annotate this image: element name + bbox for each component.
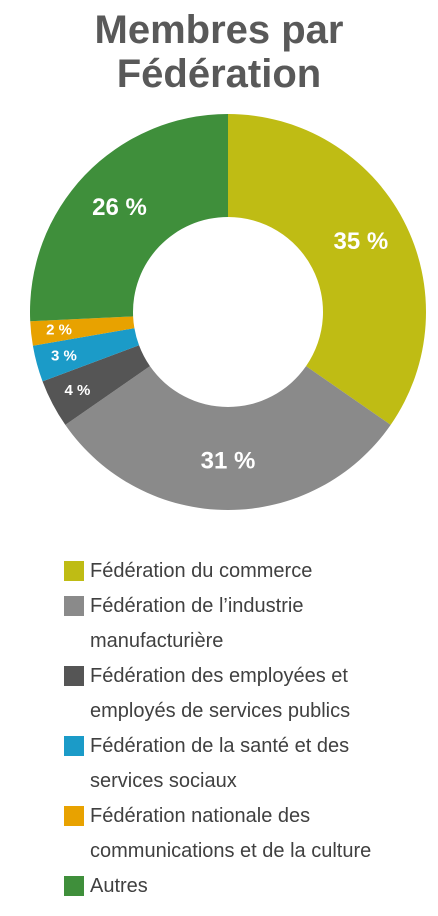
- chart: 35 % 31 % 4 % 3 % 2 % 26 %: [30, 114, 426, 511]
- slice: [32, 328, 140, 382]
- legend-swatch: [64, 596, 84, 616]
- legend-item: Fédération nationale des communications …: [64, 799, 434, 869]
- legend-swatch: [64, 561, 84, 581]
- legend-item: Autres: [64, 869, 434, 904]
- slice: [30, 114, 229, 322]
- legend: Fédération du commerce Fédération de l’in…: [64, 554, 434, 904]
- legend-item: Fédération de l’industrie manufacturière: [64, 589, 434, 659]
- slice: [42, 345, 150, 425]
- data-label: 31 %: [201, 447, 256, 474]
- legend-item: Fédération de la santé et des services s…: [64, 729, 434, 799]
- legend-swatch: [64, 666, 84, 686]
- data-label: 3 %: [51, 347, 77, 364]
- slice: [65, 366, 391, 511]
- legend-label: Fédération des employées et employés de …: [90, 665, 351, 722]
- legend-label: Fédération nationale des communications …: [90, 805, 372, 862]
- data-label: 26 %: [92, 194, 147, 221]
- data-label: 2 %: [46, 321, 72, 338]
- legend-item: Fédération des employées et employés de …: [64, 659, 434, 729]
- legend-label: Fédération de l’industrie manufacturière: [90, 595, 304, 652]
- legend-swatch: [64, 876, 84, 896]
- legend-label: Autres: [90, 875, 148, 897]
- legend-label: Fédération du commerce: [90, 560, 313, 582]
- legend-swatch: [64, 806, 84, 826]
- legend-label: Fédération de la santé et des services s…: [90, 735, 350, 792]
- slice: [228, 114, 426, 425]
- slice: [30, 316, 135, 346]
- chart-title: Membres par Fédération: [94, 8, 344, 96]
- legend-swatch: [64, 736, 84, 756]
- data-label: 4 %: [64, 382, 90, 399]
- legend-item: Fédération du commerce: [64, 554, 434, 589]
- data-label: 35 %: [334, 228, 389, 255]
